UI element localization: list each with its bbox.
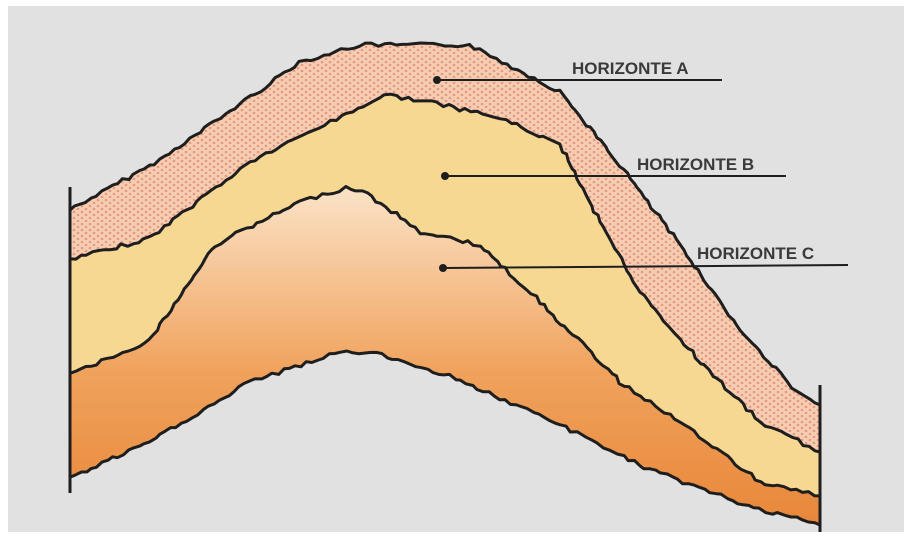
label-b: HORIZONTE B	[637, 155, 754, 174]
leader-c	[442, 264, 849, 269]
boundary-3	[68, 349, 821, 527]
label-a: HORIZONTE A	[572, 59, 688, 78]
layers	[68, 41, 821, 527]
horizon-c	[69, 186, 821, 525]
label-c: HORIZONTE C	[697, 244, 814, 263]
boundary-1	[70, 92, 821, 454]
boundary-2	[68, 185, 821, 498]
boundary-0	[68, 41, 821, 407]
